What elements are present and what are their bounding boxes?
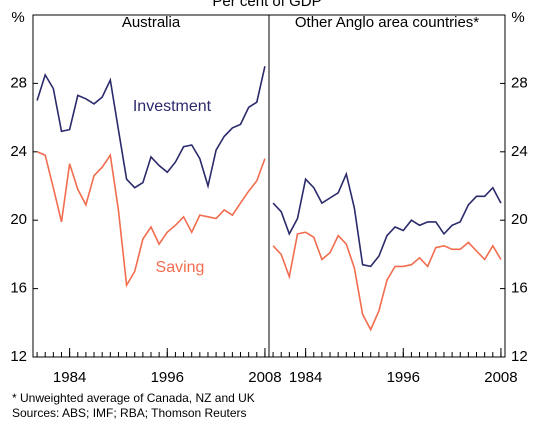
y-tick-label: 28 bbox=[511, 74, 528, 91]
y-tick-label: 28 bbox=[10, 74, 27, 91]
y-tick-label: 20 bbox=[511, 211, 528, 228]
x-tick-label: 2008 bbox=[484, 369, 517, 386]
y-tick-label: 20 bbox=[10, 211, 27, 228]
series-label: Investment bbox=[133, 98, 212, 115]
x-tick-label: 1996 bbox=[151, 369, 184, 386]
y-tick-label: 16 bbox=[511, 280, 528, 297]
x-tick-label: 1996 bbox=[387, 369, 420, 386]
y-unit: % bbox=[511, 9, 524, 26]
y-tick-label: 12 bbox=[511, 348, 528, 365]
panel-title: Other Anglo area countries* bbox=[295, 14, 479, 31]
y-tick-label: 16 bbox=[10, 280, 27, 297]
x-tick-label: 2008 bbox=[248, 369, 281, 386]
line-series bbox=[36, 66, 266, 190]
x-tick-label: 1984 bbox=[53, 369, 86, 386]
y-unit: % bbox=[11, 9, 24, 26]
line-series bbox=[36, 151, 266, 288]
x-tick-label: 1984 bbox=[289, 369, 322, 386]
y-tick-label: 12 bbox=[10, 348, 27, 365]
panel-title: Australia bbox=[122, 14, 181, 31]
footnote: * Unweighted average of Canada, NZ and U… bbox=[12, 391, 255, 405]
line-series bbox=[272, 231, 502, 332]
plot-frame bbox=[32, 14, 270, 358]
y-tick-label: 24 bbox=[10, 143, 27, 160]
sources: Sources: ABS; IMF; RBA; Thomson Reuters bbox=[12, 406, 247, 420]
y-tick-label: 24 bbox=[511, 143, 528, 160]
line-series bbox=[272, 171, 502, 268]
chart-title: Per cent of GDP bbox=[212, 0, 321, 10]
series-label: Saving bbox=[156, 259, 205, 276]
